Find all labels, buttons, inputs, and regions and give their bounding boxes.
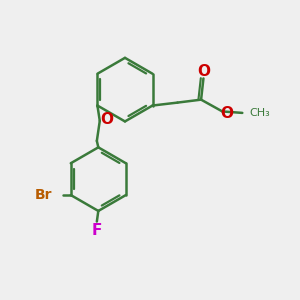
Text: CH₃: CH₃	[250, 108, 270, 118]
Text: O: O	[220, 106, 233, 121]
Text: Br: Br	[35, 188, 52, 202]
Text: F: F	[92, 224, 102, 238]
Text: O: O	[100, 112, 113, 127]
Text: O: O	[197, 64, 210, 80]
